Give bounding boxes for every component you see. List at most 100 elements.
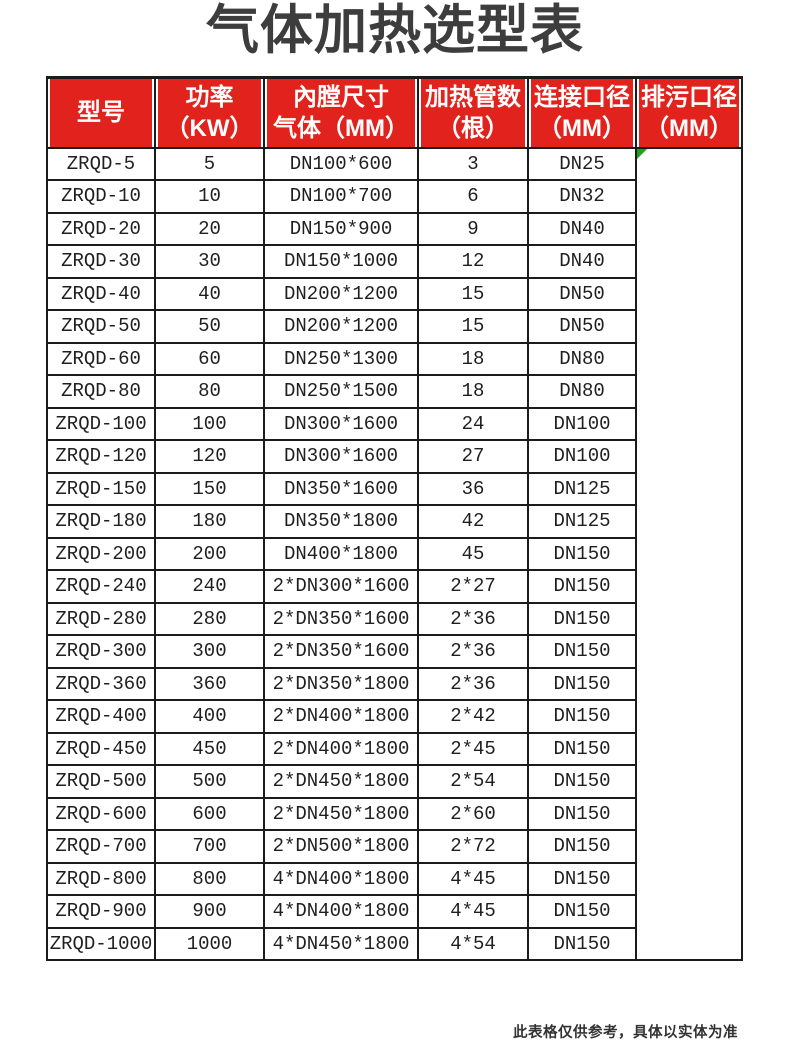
chamber-size-cell: DN300*1600: [263, 406, 419, 441]
chamber-size-cell: 4*DN400*1800: [263, 894, 419, 929]
power-cell: 120: [154, 439, 265, 474]
chamber-size-cell: 4*DN400*1800: [263, 861, 419, 896]
table-row: ZRQD-700 700 2*DN500*1800 2*72 DN150: [46, 829, 742, 864]
model-cell: ZRQD-1000: [46, 926, 156, 961]
power-cell: 240: [154, 569, 265, 604]
tube-count-cell: 36: [417, 471, 529, 506]
connection-diameter-cell: DN150: [527, 601, 637, 636]
chamber-size-cell: DN100*700: [263, 179, 419, 214]
tube-count-cell: 2*27: [417, 569, 529, 604]
power-cell: 60: [154, 341, 265, 376]
table-row: ZRQD-20 20 DN150*900 9 DN40: [46, 211, 742, 246]
connection-diameter-cell: DN150: [527, 764, 637, 799]
column-header-connection-diameter: 连接口径 （MM）: [527, 76, 637, 149]
chamber-size-cell: 2*DN500*1800: [263, 829, 419, 864]
power-cell: 100: [154, 406, 265, 441]
model-cell: ZRQD-800: [46, 861, 156, 896]
tube-count-cell: 2*42: [417, 699, 529, 734]
chamber-size-cell: 4*DN450*1800: [263, 926, 419, 961]
model-cell: ZRQD-60: [46, 341, 156, 376]
chamber-size-cell: 2*DN350*1600: [263, 634, 419, 669]
chamber-size-cell: DN200*1200: [263, 276, 419, 311]
table-row: ZRQD-240 240 2*DN300*1600 2*27 DN150: [46, 569, 742, 604]
model-cell: ZRQD-500: [46, 764, 156, 799]
power-cell: 50: [154, 309, 265, 344]
table-row: ZRQD-40 40 DN200*1200 15 DN50: [46, 276, 742, 311]
chamber-size-cell: DN350*1600: [263, 471, 419, 506]
chamber-size-cell: 2*DN300*1600: [263, 569, 419, 604]
chamber-size-cell: DN250*1500: [263, 374, 419, 409]
model-cell: ZRQD-30: [46, 244, 156, 279]
table-row: ZRQD-400 400 2*DN400*1800 2*42 DN150: [46, 699, 742, 734]
power-cell: 300: [154, 634, 265, 669]
connection-diameter-cell: DN150: [527, 861, 637, 896]
power-cell: 700: [154, 829, 265, 864]
connection-diameter-cell: DN150: [527, 569, 637, 604]
tube-count-cell: 2*60: [417, 796, 529, 831]
model-cell: ZRQD-300: [46, 634, 156, 669]
table-row: ZRQD-280 280 2*DN350*1600 2*36 DN150: [46, 601, 742, 636]
table-row: ZRQD-10 10 DN100*700 6 DN32: [46, 179, 742, 214]
table-row: ZRQD-450 450 2*DN400*1800 2*45 DN150: [46, 731, 742, 766]
chamber-size-cell: 2*DN400*1800: [263, 699, 419, 734]
table-row: ZRQD-50 50 DN200*1200 15 DN50: [46, 309, 742, 344]
model-cell: ZRQD-5: [46, 146, 156, 181]
model-cell: ZRQD-280: [46, 601, 156, 636]
green-corner-marker-icon: [638, 149, 647, 159]
table-row: ZRQD-300 300 2*DN350*1600 2*36 DN150: [46, 634, 742, 669]
connection-diameter-cell: DN50: [527, 309, 637, 344]
table-row: ZRQD-600 600 2*DN450*1800 2*60 DN150: [46, 796, 742, 831]
tube-count-cell: 9: [417, 211, 529, 246]
power-cell: 1000: [154, 926, 265, 961]
table-row: ZRQD-200 200 DN400*1800 45 DN150: [46, 536, 742, 571]
chamber-size-cell: 2*DN450*1800: [263, 764, 419, 799]
column-header-drain-diameter: 排污口径 （MM）: [635, 76, 743, 149]
connection-diameter-cell: DN125: [527, 471, 637, 506]
chamber-size-cell: DN300*1600: [263, 439, 419, 474]
model-cell: ZRQD-180: [46, 504, 156, 539]
table-row: ZRQD-30 30 DN150*1000 12 DN40: [46, 244, 742, 279]
tube-count-cell: 42: [417, 504, 529, 539]
chamber-size-cell: DN150*900: [263, 211, 419, 246]
power-cell: 200: [154, 536, 265, 571]
power-cell: 400: [154, 699, 265, 734]
footnote: 此表格仅供参考，具体以实体为准: [513, 1025, 738, 1041]
power-cell: 20: [154, 211, 265, 246]
model-cell: ZRQD-200: [46, 536, 156, 571]
chamber-size-cell: 2*DN350*1800: [263, 666, 419, 701]
table-header: 型号 功率 （KW） 內膛尺寸 气体（MM） 加热管数 （根） 连接口径 （MM…: [46, 76, 743, 149]
power-cell: 40: [154, 276, 265, 311]
column-header-tube-count: 加热管数 （根）: [417, 76, 529, 149]
chamber-size-cell: DN150*1000: [263, 244, 419, 279]
power-cell: 800: [154, 861, 265, 896]
table-row: ZRQD-900 900 4*DN400*1800 4*45 DN150: [46, 894, 742, 929]
tube-count-cell: 4*54: [417, 926, 529, 961]
connection-diameter-cell: DN150: [527, 731, 637, 766]
table-row: ZRQD-120 120 DN300*1600 27 DN100: [46, 439, 742, 474]
power-cell: 450: [154, 731, 265, 766]
model-cell: ZRQD-20: [46, 211, 156, 246]
connection-diameter-cell: DN80: [527, 341, 637, 376]
tube-count-cell: 27: [417, 439, 529, 474]
table-row: ZRQD-100 100 DN300*1600 24 DN100: [46, 406, 742, 441]
connection-diameter-cell: DN40: [527, 244, 637, 279]
model-cell: ZRQD-360: [46, 666, 156, 701]
chamber-size-cell: DN200*1200: [263, 309, 419, 344]
tube-count-cell: 6: [417, 179, 529, 214]
tube-count-cell: 15: [417, 276, 529, 311]
connection-diameter-cell: DN150: [527, 699, 637, 734]
tube-count-cell: 15: [417, 309, 529, 344]
connection-diameter-cell: DN32: [527, 179, 637, 214]
table-body: ZRQD-5 5 DN100*600 3 DN25 ZRQD-10 10 DN1…: [46, 146, 743, 961]
gas-heater-selection-table: 型号 功率 （KW） 內膛尺寸 气体（MM） 加热管数 （根） 连接口径 （MM…: [46, 76, 743, 961]
power-cell: 280: [154, 601, 265, 636]
model-cell: ZRQD-150: [46, 471, 156, 506]
tube-count-cell: 2*72: [417, 829, 529, 864]
connection-diameter-cell: DN50: [527, 276, 637, 311]
power-cell: 600: [154, 796, 265, 831]
tube-count-cell: 2*36: [417, 634, 529, 669]
column-header-chamber-size: 內膛尺寸 气体（MM）: [263, 76, 419, 149]
model-cell: ZRQD-240: [46, 569, 156, 604]
table-row: ZRQD-60 60 DN250*1300 18 DN80: [46, 341, 742, 376]
tube-count-cell: 2*54: [417, 764, 529, 799]
